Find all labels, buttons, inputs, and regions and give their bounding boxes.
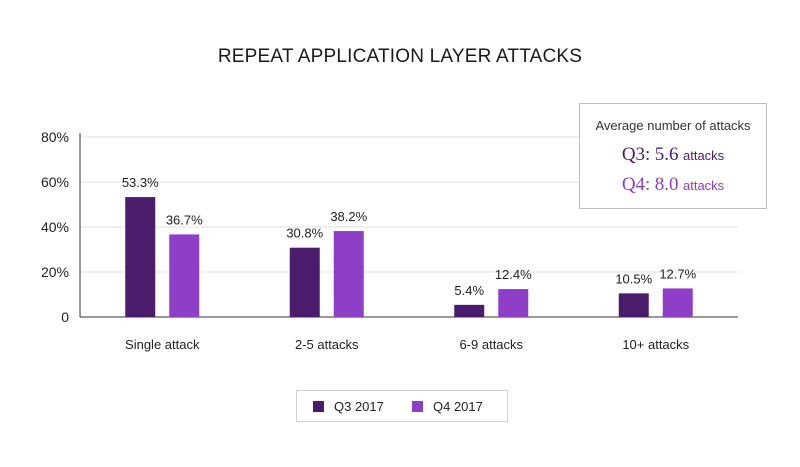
q3-average-unit: attacks bbox=[682, 148, 725, 163]
bar-q4 bbox=[333, 231, 364, 317]
chart-title: REPEAT APPLICATION LAYER ATTACKS bbox=[217, 46, 583, 67]
average-attacks-heading: Average number of attacks bbox=[595, 118, 751, 133]
data-label: 12.4% bbox=[495, 267, 532, 282]
legend-label-q3: Q3 2017 bbox=[334, 399, 384, 414]
data-label: 10.5% bbox=[615, 271, 652, 286]
q4-average-unit: attacks bbox=[682, 178, 725, 193]
x-tick-label: 2-5 attacks bbox=[295, 337, 359, 352]
legend-item-q3: Q3 2017 bbox=[313, 399, 384, 414]
data-label: 5.4% bbox=[454, 283, 484, 298]
data-label: 53.3% bbox=[122, 175, 159, 190]
data-label: 12.7% bbox=[659, 266, 696, 281]
legend-item-q4: Q4 2017 bbox=[412, 399, 483, 414]
bar-q3 bbox=[125, 197, 156, 317]
data-label: 30.8% bbox=[286, 226, 323, 241]
bar-q4 bbox=[169, 234, 200, 317]
legend-swatch-q4 bbox=[412, 401, 423, 412]
data-label: 38.2% bbox=[330, 209, 367, 224]
q4-average-label: Q4: bbox=[621, 174, 651, 195]
q4-average-value: 8.0 bbox=[654, 174, 679, 195]
q3-average-label: Q3: bbox=[621, 144, 651, 165]
x-tick-label: Single attack bbox=[125, 337, 200, 352]
bar-q3 bbox=[618, 293, 649, 317]
y-tick-label: 40% bbox=[41, 219, 69, 235]
legend-label-q4: Q4 2017 bbox=[433, 399, 483, 414]
x-tick-label: 6-9 attacks bbox=[459, 337, 523, 352]
bar-q3 bbox=[454, 304, 485, 317]
legend-swatch-q3 bbox=[313, 401, 324, 412]
q3-average-row: Q3: 5.6 attacks bbox=[580, 144, 766, 166]
y-tick-label: 20% bbox=[41, 264, 69, 280]
data-label: 36.7% bbox=[166, 212, 203, 227]
bar-q4 bbox=[662, 288, 693, 317]
q3-average-value: 5.6 bbox=[654, 144, 679, 165]
bar-q3 bbox=[289, 247, 320, 317]
y-tick-label: 60% bbox=[41, 174, 69, 190]
x-tick-label: 10+ attacks bbox=[622, 337, 689, 352]
q4-average-row: Q4: 8.0 attacks bbox=[580, 174, 766, 196]
y-tick-label: 0 bbox=[61, 309, 69, 325]
chart-legend: Q3 2017 Q4 2017 bbox=[296, 390, 508, 422]
bar-q4 bbox=[498, 289, 529, 317]
average-attacks-box: Average number of attacks Q3: 5.6 attack… bbox=[579, 103, 767, 209]
y-tick-label: 80% bbox=[41, 129, 69, 145]
